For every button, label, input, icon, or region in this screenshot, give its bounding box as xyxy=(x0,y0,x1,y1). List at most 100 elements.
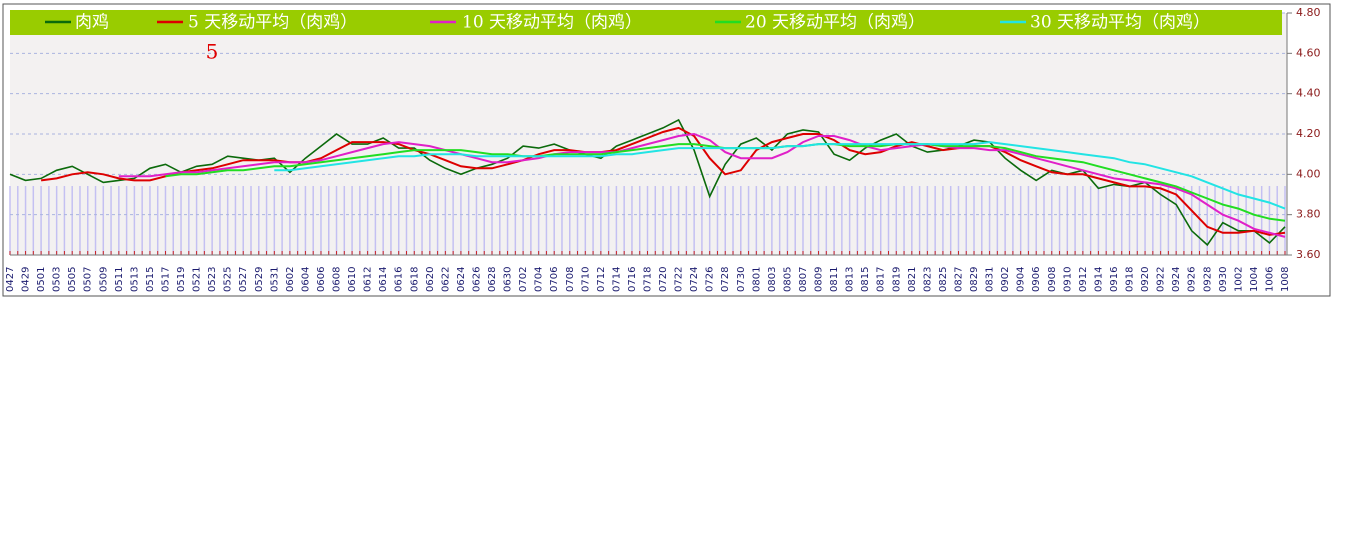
lines xyxy=(9,118,1286,247)
legend-label: 20 天移动平均（肉鸡） xyxy=(745,13,925,33)
y-tick-label: 4.00 xyxy=(1296,167,1321,180)
x-tick-label: 0823 xyxy=(922,267,933,292)
x-tick-label: 0926 xyxy=(1187,267,1198,292)
x-tick-label: 0807 xyxy=(798,267,809,292)
x-tick-label: 0928 xyxy=(1202,267,1213,292)
x-tick-label: 0525 xyxy=(223,267,234,292)
x-tick-label: 0829 xyxy=(969,267,980,292)
x-tick-label: 0521 xyxy=(192,267,203,292)
x-tick-label: 1006 xyxy=(1264,267,1275,292)
x-tick-label: 0825 xyxy=(938,267,949,292)
x-tick-label: 0427 xyxy=(5,267,16,292)
legend-bar xyxy=(10,10,1282,35)
x-tick-label: 0501 xyxy=(36,267,47,292)
legend-label: 5 天移动平均（肉鸡） xyxy=(188,13,357,33)
x-tick-label: 0517 xyxy=(160,267,171,292)
x-tick-label: 0817 xyxy=(876,267,887,292)
x-tick-label: 0630 xyxy=(503,267,514,292)
x-tick-label: 0606 xyxy=(316,267,327,292)
x-tick-label: 0722 xyxy=(674,267,685,292)
x-tick-label: 0918 xyxy=(1125,267,1136,292)
x-tick-label: 1002 xyxy=(1233,267,1244,292)
x-tick-label: 0904 xyxy=(1016,267,1027,292)
x-tick-label: 0527 xyxy=(238,267,249,292)
x-tick-label: 0718 xyxy=(643,267,654,292)
x-tick-label: 0813 xyxy=(845,267,856,292)
x-tick-label: 0720 xyxy=(658,267,669,292)
x-tick-label: 0626 xyxy=(471,267,482,292)
x-tick-label: 0608 xyxy=(332,267,343,292)
x-tick-label: 0809 xyxy=(814,267,825,292)
x-tick-label: 0515 xyxy=(145,267,156,292)
x-tick-label: 0622 xyxy=(440,267,451,292)
x-tick-label: 0922 xyxy=(1156,267,1167,292)
y-tick-label: 4.40 xyxy=(1296,87,1321,100)
x-tick-label: 0712 xyxy=(596,267,607,292)
x-tick-label: 0523 xyxy=(207,267,218,292)
x-tick-label: 0507 xyxy=(83,267,94,292)
x-tick-label: 1004 xyxy=(1249,267,1260,292)
y-tick-label: 4.80 xyxy=(1296,6,1321,19)
x-tick-label: 0930 xyxy=(1218,267,1229,292)
x-tick-label: 0910 xyxy=(1062,267,1073,292)
legend-label: 10 天移动平均（肉鸡） xyxy=(462,13,642,33)
series-line xyxy=(40,126,1286,236)
x-tick-label: 0716 xyxy=(627,267,638,292)
x-tick-label: 0708 xyxy=(565,267,576,292)
x-tick-label: 0704 xyxy=(534,267,545,292)
x-tick-label: 0821 xyxy=(907,267,918,292)
series-line xyxy=(118,132,1286,238)
y-tick-label: 4.60 xyxy=(1296,46,1321,59)
x-tick-label: 0924 xyxy=(1171,267,1182,292)
x-tick-label: 0612 xyxy=(363,267,374,292)
x-tick-label: 0702 xyxy=(518,267,529,292)
x-tick-label: 0610 xyxy=(347,267,358,292)
x-tick-label: 0614 xyxy=(378,267,389,292)
x-tick-label: 0503 xyxy=(52,267,63,292)
x-tick-label: 0429 xyxy=(21,267,32,292)
legend: 肉鸡 5 天移动平均（肉鸡） 10 天移动平均（肉鸡） 20 天移动平均（肉鸡） 30 … xyxy=(45,13,1210,33)
series-line xyxy=(9,118,1286,247)
x-tick-label: 0529 xyxy=(254,267,265,292)
x-tick-label: 0730 xyxy=(736,267,747,292)
x-tick-label: 0628 xyxy=(487,267,498,292)
x-tick-label: 0602 xyxy=(285,267,296,292)
x-tick-label: 0801 xyxy=(751,267,762,292)
y-tick-label: 4.20 xyxy=(1296,127,1321,140)
x-tick-label: 0916 xyxy=(1109,267,1120,292)
x-tick-label: 0505 xyxy=(67,267,78,292)
x-tick-label: 0706 xyxy=(549,267,560,292)
x-tick-label: 0914 xyxy=(1093,267,1104,292)
x-tick-label: 0531 xyxy=(269,267,280,292)
x-tick-label: 0511 xyxy=(114,267,125,292)
x-tick-label: 0509 xyxy=(98,267,109,292)
annotation: 5 xyxy=(206,40,219,64)
x-tick-label: 0714 xyxy=(611,267,622,292)
x-tick-label: 0902 xyxy=(1000,267,1011,292)
x-tick-label: 0513 xyxy=(129,267,140,292)
background-layer xyxy=(9,186,1286,255)
x-tick-label: 0724 xyxy=(689,267,700,292)
x-tick-label: 0811 xyxy=(829,267,840,292)
y-tick-label: 3.80 xyxy=(1296,208,1321,221)
x-tick-label: 0803 xyxy=(767,267,778,292)
x-tick-label: 0920 xyxy=(1140,267,1151,292)
x-tick-label: 0819 xyxy=(891,267,902,292)
x-tick-label: 0831 xyxy=(985,267,996,292)
legend-label: 肉鸡 xyxy=(75,13,109,33)
x-tick-label: 0618 xyxy=(409,267,420,292)
x-tick-label: 0616 xyxy=(394,267,405,292)
x-tick-label: 0908 xyxy=(1047,267,1058,292)
y-tick-label: 3.60 xyxy=(1296,248,1321,261)
x-tick-label: 0728 xyxy=(720,267,731,292)
series-line xyxy=(274,141,1286,210)
x-tick-label: 0624 xyxy=(456,267,467,292)
x-tick-label: 0519 xyxy=(176,267,187,292)
x-tick-label: 0726 xyxy=(705,267,716,292)
x-tick-label: 0906 xyxy=(1031,267,1042,292)
x-tick-label: 0805 xyxy=(782,267,793,292)
x-tick-label: 0912 xyxy=(1078,267,1089,292)
x-tick-label: 0827 xyxy=(953,267,964,292)
